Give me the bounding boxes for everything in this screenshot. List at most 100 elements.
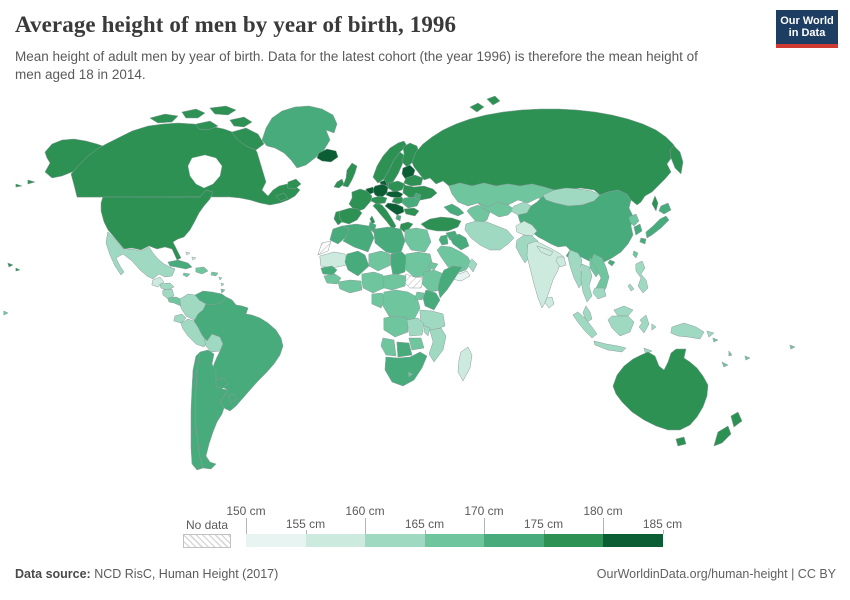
region-ivory-ghana[interactable] <box>337 279 363 294</box>
region-moldova[interactable] <box>413 192 422 201</box>
region-turkmenistan[interactable] <box>466 204 491 225</box>
region-indonesia[interactable] <box>651 323 657 331</box>
region-uganda[interactable] <box>414 291 425 301</box>
region-nigeria[interactable] <box>361 271 385 294</box>
region-spain[interactable] <box>338 207 363 225</box>
region-uk[interactable] <box>342 162 358 188</box>
region-pacific-islands[interactable] <box>721 361 729 368</box>
region-algeria[interactable] <box>341 223 375 253</box>
region-honduras[interactable] <box>159 282 175 291</box>
region-afghanistan[interactable] <box>515 220 538 237</box>
region-usa[interactable] <box>27 179 36 185</box>
region-puerto-rico[interactable] <box>210 271 219 277</box>
region-indonesia[interactable] <box>607 315 635 337</box>
region-drc[interactable] <box>382 289 421 325</box>
region-bangladesh[interactable] <box>555 256 567 268</box>
region-ireland[interactable] <box>333 178 345 189</box>
region-pacific-islands[interactable] <box>712 337 719 343</box>
region-ecuador[interactable] <box>173 313 187 324</box>
region-jordan-israel[interactable] <box>438 234 449 246</box>
region-china[interactable] <box>517 189 634 263</box>
legend-segment[interactable] <box>424 534 484 547</box>
region-hungary[interactable] <box>391 196 405 205</box>
region-angola[interactable] <box>383 315 409 338</box>
region-philippines[interactable] <box>635 260 649 294</box>
region-china[interactable] <box>607 259 616 267</box>
region-lesser-antilles[interactable] <box>220 282 225 287</box>
region-taiwan[interactable] <box>632 250 639 259</box>
region-pacific-islands[interactable] <box>744 355 751 361</box>
legend-segment[interactable] <box>305 534 365 547</box>
region-russia[interactable] <box>469 102 485 113</box>
legend-no-data-swatch[interactable] <box>183 534 231 548</box>
region-usa[interactable] <box>15 267 21 272</box>
region-indonesia[interactable] <box>593 340 627 353</box>
region-new-zealand[interactable] <box>730 411 743 428</box>
region-canada[interactable] <box>287 178 302 190</box>
region-bahamas[interactable] <box>185 251 191 256</box>
region-tanzania[interactable] <box>419 309 446 332</box>
region-iraq[interactable] <box>449 233 470 251</box>
region-uruguay[interactable] <box>227 393 238 404</box>
region-indonesia[interactable] <box>638 314 650 334</box>
region-papua-new-guinea[interactable] <box>670 322 705 340</box>
region-madagascar[interactable] <box>457 346 473 382</box>
region-cameroon-car[interactable] <box>383 273 407 291</box>
region-canada[interactable] <box>275 192 289 202</box>
region-somalia[interactable] <box>437 265 463 299</box>
region-niger[interactable] <box>368 250 392 272</box>
region-poland[interactable] <box>387 180 406 193</box>
region-philippines[interactable] <box>627 283 635 292</box>
region-portugal[interactable] <box>333 210 343 226</box>
region-romania[interactable] <box>401 196 421 209</box>
region-bulgaria[interactable] <box>403 207 420 217</box>
region-guinea[interactable] <box>323 273 342 285</box>
region-japan[interactable] <box>645 215 670 239</box>
region-canada[interactable] <box>209 105 237 116</box>
region-zambia[interactable] <box>406 317 425 337</box>
region-nepal[interactable] <box>536 245 554 257</box>
region-japan[interactable] <box>639 237 647 245</box>
region-canada[interactable] <box>231 127 265 151</box>
region-chad[interactable] <box>390 251 407 277</box>
region-cuba[interactable] <box>167 259 193 270</box>
region-canada[interactable] <box>229 116 253 128</box>
region-russia[interactable] <box>669 145 684 175</box>
legend-segment[interactable] <box>603 534 663 547</box>
region-russia[interactable] <box>651 195 659 212</box>
region-saudi-arabia[interactable] <box>436 245 472 274</box>
region-north-korea[interactable] <box>628 213 640 227</box>
region-albania[interactable] <box>395 214 402 222</box>
region-canada[interactable] <box>149 113 179 124</box>
region-western-sahara[interactable] <box>317 240 332 256</box>
region-hispaniola[interactable] <box>195 266 209 275</box>
region-indonesia[interactable] <box>572 311 598 339</box>
region-germany[interactable] <box>372 183 389 199</box>
region-switzerland-austria[interactable] <box>370 195 388 205</box>
legend-segment[interactable] <box>365 534 425 547</box>
region-trinidad[interactable] <box>220 288 226 294</box>
region-papua-new-guinea[interactable] <box>706 330 715 338</box>
region-pacific-islands[interactable] <box>728 350 733 357</box>
region-australia[interactable] <box>612 348 709 431</box>
region-botswana[interactable] <box>396 341 413 358</box>
legend-no-data[interactable]: No data <box>183 505 231 548</box>
region-caucasus[interactable] <box>443 203 465 217</box>
region-mexico[interactable] <box>105 231 176 280</box>
legend-segment[interactable] <box>484 534 544 547</box>
region-senegal[interactable] <box>320 265 338 276</box>
region-balkans[interactable] <box>384 202 405 216</box>
region-iceland[interactable] <box>316 148 339 163</box>
owid-link[interactable]: OurWorldinData.org/human-height | CC BY <box>596 567 836 581</box>
region-usa[interactable] <box>7 262 14 268</box>
legend-segment[interactable] <box>246 534 306 547</box>
region-malaysia[interactable] <box>613 305 634 317</box>
region-ukraine[interactable] <box>402 184 438 201</box>
region-sri-lanka[interactable] <box>544 296 555 309</box>
region-russia[interactable] <box>486 95 501 106</box>
region-india[interactable] <box>526 240 565 309</box>
region-lesser-antilles[interactable] <box>218 276 223 281</box>
legend-segment[interactable] <box>543 534 603 547</box>
region-oman[interactable] <box>467 258 478 273</box>
region-bahamas[interactable] <box>191 256 197 261</box>
